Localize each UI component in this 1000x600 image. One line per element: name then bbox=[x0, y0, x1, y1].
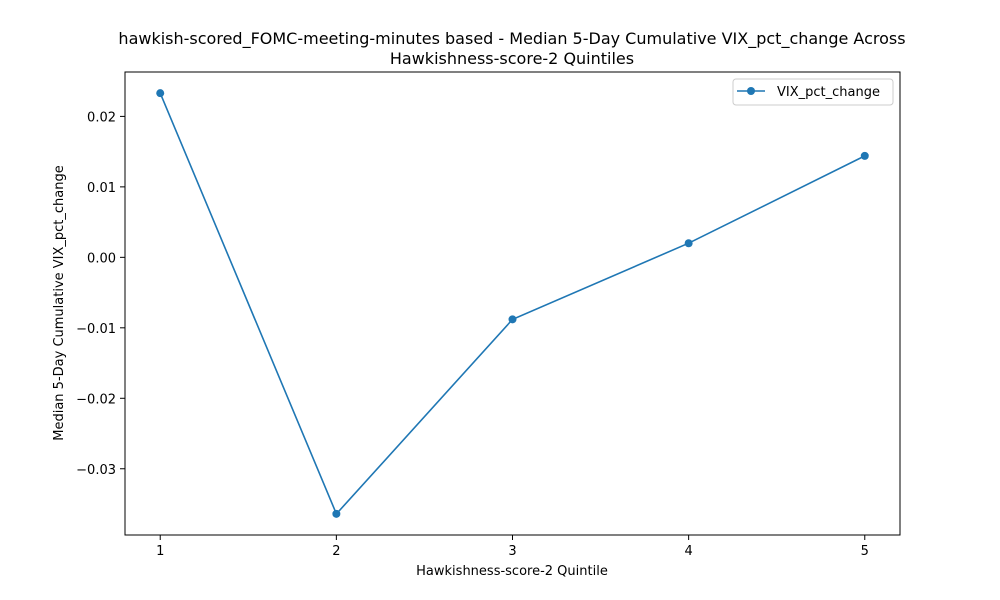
y-tick-label: 0.00 bbox=[87, 251, 116, 266]
chart-title-line-1: hawkish-scored_FOMC-meeting-minutes base… bbox=[118, 29, 905, 49]
data-point bbox=[332, 509, 341, 518]
plot-area-frame bbox=[124, 71, 901, 536]
legend-marker-swatch bbox=[747, 87, 755, 95]
x-tick-label: 2 bbox=[332, 544, 340, 559]
chart-title: hawkish-scored_FOMC-meeting-minutes base… bbox=[118, 29, 905, 68]
legend: VIX_pct_change bbox=[732, 78, 894, 106]
x-tick-label: 5 bbox=[861, 544, 869, 559]
series-line bbox=[159, 92, 866, 516]
y-tick-label: −0.03 bbox=[76, 463, 116, 478]
data-point bbox=[860, 151, 869, 160]
x-tick-label: 4 bbox=[684, 544, 692, 559]
legend-entry-label: VIX_pct_change bbox=[777, 85, 880, 100]
x-axis-label: Hawkishness-score-2 Quintile bbox=[416, 564, 608, 579]
x-tick-label: 1 bbox=[156, 544, 164, 559]
data-point bbox=[508, 315, 517, 324]
y-tick-label: −0.02 bbox=[76, 392, 116, 407]
y-tick-label: 0.01 bbox=[87, 181, 116, 196]
legend-box bbox=[732, 78, 894, 106]
x-tick-label: 3 bbox=[508, 544, 516, 559]
series-layer bbox=[156, 89, 869, 518]
chart-title-line-2: Hawkishness-score-2 Quintiles bbox=[390, 49, 634, 68]
y-axis-label: Median 5-Day Cumulative VIX_pct_change bbox=[52, 165, 67, 440]
data-point bbox=[156, 89, 165, 98]
x-axis-ticks: 1 2 3 4 5 bbox=[156, 535, 869, 559]
y-axis-ticks: 0.02 0.01 0.00 −0.01 −0.02 −0.03 bbox=[76, 110, 125, 478]
data-point bbox=[684, 239, 693, 248]
y-tick-label: 0.02 bbox=[87, 110, 116, 125]
y-tick-label: −0.01 bbox=[76, 322, 116, 337]
